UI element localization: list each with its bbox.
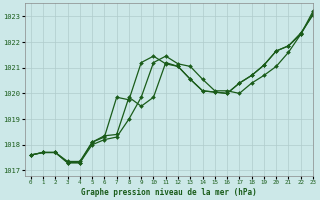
X-axis label: Graphe pression niveau de la mer (hPa): Graphe pression niveau de la mer (hPa) (81, 188, 257, 197)
